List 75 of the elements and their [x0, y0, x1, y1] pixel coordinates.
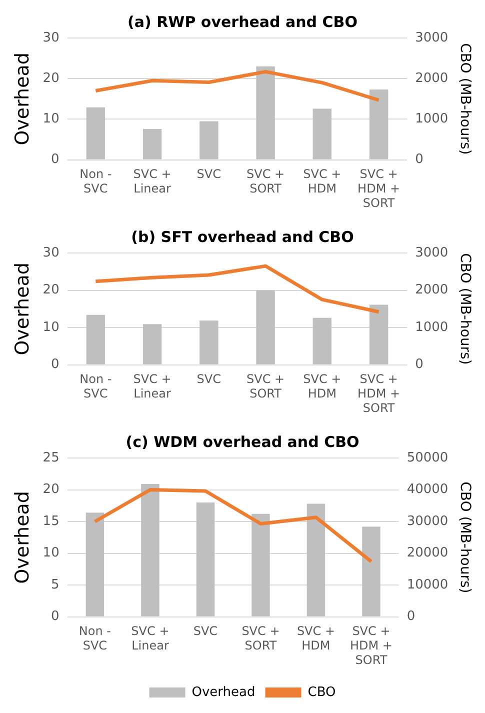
- y2-axis-title: CBO (MB-hours): [456, 43, 473, 155]
- x-tick-label: SVC: [196, 167, 222, 182]
- y-tick-label: 10: [42, 112, 60, 127]
- y2-tick-label: 1000: [415, 320, 448, 335]
- y2-axis-title: CBO (MB-hours): [456, 482, 473, 594]
- y-tick-label: 0: [51, 609, 60, 624]
- bar: [142, 324, 162, 364]
- x-tick-label: SVC + SORT: [242, 624, 280, 653]
- bar: [312, 108, 332, 160]
- y-tick-label: 25: [42, 450, 60, 466]
- bar: [256, 290, 275, 364]
- bar: [369, 90, 388, 160]
- y-axis-title: Overhead: [11, 262, 34, 356]
- x-tick-label: Non - SVC: [80, 167, 112, 196]
- y2-tick-label: 3000: [415, 245, 448, 260]
- y2-tick-label: 0: [415, 152, 424, 168]
- x-tick-label: SVC + Linear: [131, 624, 170, 653]
- x-tick-label: SVC + HDM + SORT: [358, 167, 400, 210]
- y-tick-label: 0: [51, 152, 60, 168]
- y2-axis-title: CBO (MB-hours): [456, 253, 473, 365]
- bar: [369, 304, 388, 364]
- y2-tick-label: 0: [406, 609, 416, 624]
- y2-tick-label: 3000: [415, 30, 448, 46]
- y-tick-label: 20: [42, 482, 60, 498]
- y-tick-label: 15: [42, 514, 60, 529]
- bar: [141, 484, 160, 616]
- x-tick-label: SVC: [193, 624, 218, 638]
- y2-tick-label: 20000: [406, 546, 448, 561]
- x-tick-label: Non - SVC: [78, 624, 112, 653]
- y-tick-label: 5: [51, 577, 60, 592]
- bar: [200, 320, 218, 364]
- y-tick-label: 20: [42, 282, 60, 298]
- y2-tick-label: 1000: [415, 112, 448, 127]
- y2-tick-label: 0: [415, 357, 424, 372]
- bar: [252, 514, 270, 616]
- bar: [200, 121, 218, 160]
- y-tick-label: 10: [42, 320, 60, 335]
- y2-tick-label: 40000: [406, 482, 448, 498]
- x-tick-label: SVC + HDM: [296, 624, 336, 653]
- y-axis-title: Overhead: [11, 52, 34, 146]
- chart-title: (a) RWP overhead and CBO: [128, 12, 358, 31]
- y2-tick-label: 30000: [406, 514, 448, 529]
- x-tick-label: SVC + HDM: [303, 167, 342, 196]
- bar: [196, 502, 215, 616]
- x-tick-label: SVC + HDM + SORT: [350, 624, 392, 667]
- chart-title: (c) WDM overhead and CBO: [126, 432, 360, 451]
- x-tick-label: SVC + Linear: [133, 167, 172, 196]
- bar: [142, 128, 162, 160]
- y2-tick-label: 10000: [406, 577, 448, 592]
- x-tick-label: SVC + Linear: [133, 372, 172, 401]
- y2-tick-label: 2000: [415, 282, 448, 298]
- bar: [86, 512, 104, 616]
- y-tick-label: 10: [42, 546, 60, 561]
- x-tick-label: SVC + HDM: [303, 372, 342, 401]
- y-axis-title: Overhead: [11, 490, 34, 584]
- y-tick-label: 20: [42, 70, 60, 86]
- bar: [306, 504, 326, 616]
- x-tick-label: SVC + SORT: [246, 372, 285, 401]
- y-tick-label: 30: [42, 245, 60, 260]
- chart-title: (b) SFT overhead and CBO: [131, 228, 354, 246]
- bar: [256, 66, 275, 160]
- bar: [86, 107, 105, 160]
- y-tick-label: 30: [42, 30, 60, 46]
- bar: [86, 314, 105, 364]
- x-tick-label: SVC + SORT: [246, 167, 285, 196]
- legend-label: Overhead: [192, 684, 256, 700]
- bar: [362, 526, 380, 616]
- x-tick-label: Non - SVC: [80, 372, 112, 401]
- x-tick-label: SVC + HDM + SORT: [358, 372, 400, 415]
- legend-label: CBO: [308, 684, 336, 700]
- y-tick-label: 0: [51, 357, 60, 372]
- y2-tick-label: 2000: [415, 70, 448, 86]
- y2-tick-label: 50000: [406, 450, 448, 466]
- x-tick-label: SVC: [196, 372, 222, 386]
- bar: [312, 318, 332, 364]
